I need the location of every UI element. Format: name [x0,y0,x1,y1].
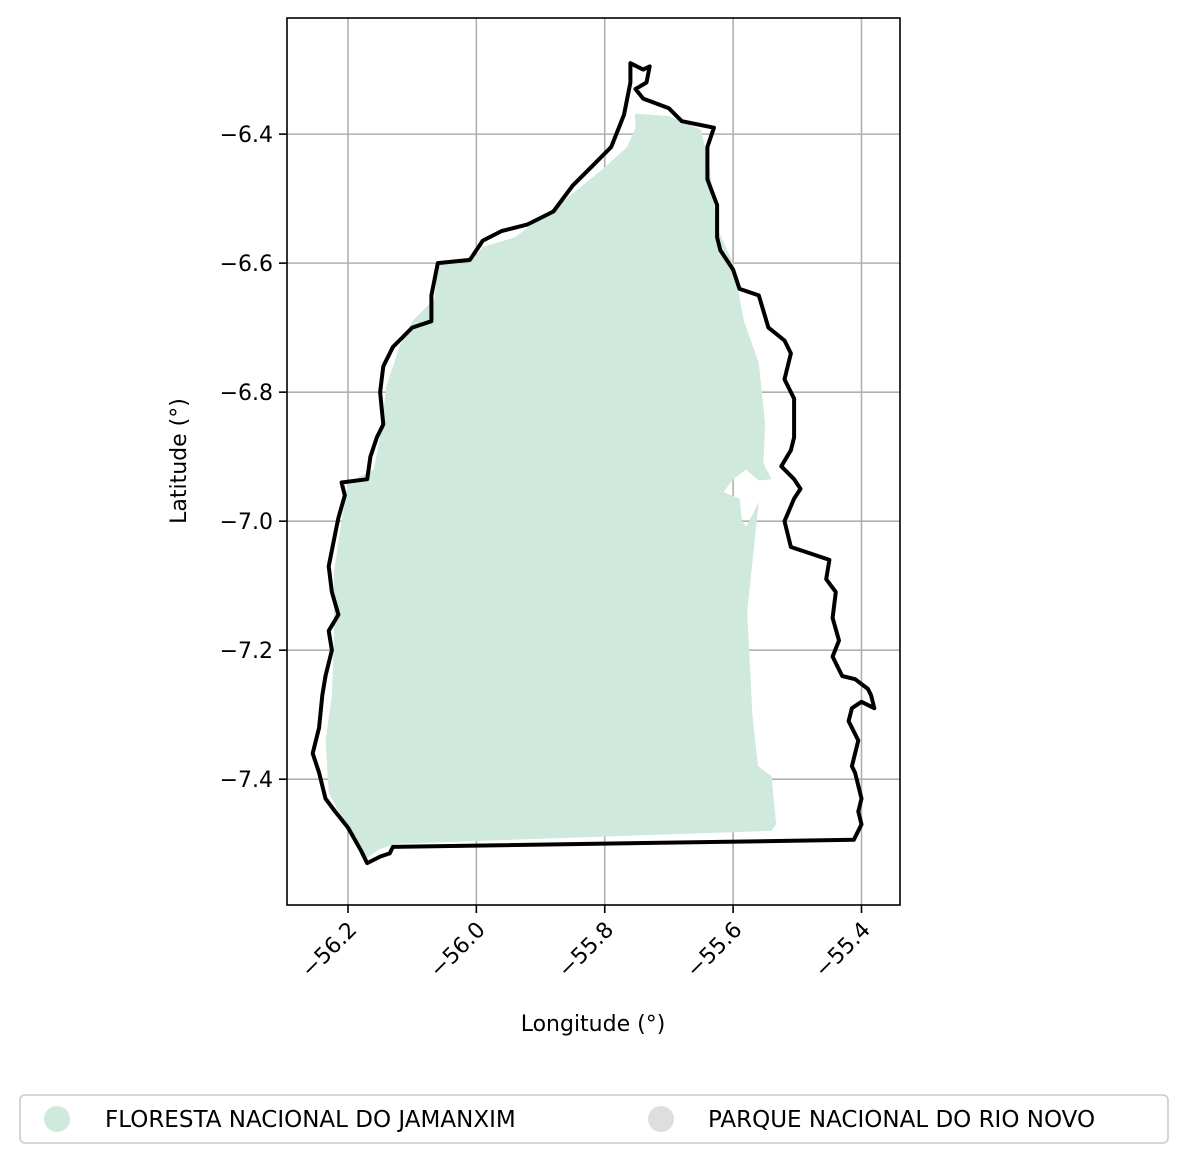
legend-frame [19,1094,1169,1144]
legend: FLORESTA NACIONAL DO JAMANXIM PARQUE NAC… [19,1094,1169,1144]
y-tick-label-5: −7.4 [220,768,273,793]
y-axis-label: Latitude (°) [167,398,192,524]
area-polygon-0 [325,113,777,858]
y-tick-label-0: −6.4 [220,123,273,148]
legend-marker-parque [648,1106,674,1132]
polygons-layer [325,113,777,858]
x-axis-label: Longitude (°) [521,1012,666,1037]
legend-label-floresta: FLORESTA NACIONAL DO JAMANXIM [105,1107,516,1133]
y-axis-ticks: −6.4 −6.6 −6.8 −7.0 −7.2 −7.4 [220,123,287,793]
y-tick-label-2: −6.8 [220,381,273,406]
legend-label-parque: PARQUE NACIONAL DO RIO NOVO [708,1107,1095,1133]
plot-area [286,17,901,906]
legend-marker-floresta [44,1106,70,1132]
y-tick-label-1: −6.6 [220,252,273,277]
boundary-layer [310,61,877,866]
plot-frame [286,17,901,906]
y-tick-label-4: −7.2 [220,639,273,664]
y-tick-label-3: −7.0 [220,510,273,535]
boundary-line [310,61,877,866]
